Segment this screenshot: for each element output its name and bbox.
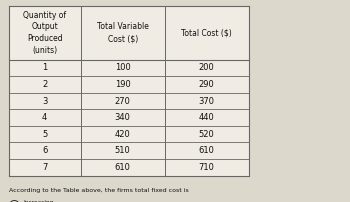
Text: 6: 6 bbox=[42, 146, 47, 155]
Text: 3: 3 bbox=[42, 97, 47, 105]
Text: 7: 7 bbox=[42, 163, 47, 172]
Text: According to the Table above, the firms total fixed cost is: According to the Table above, the firms … bbox=[9, 188, 189, 193]
Text: Total Variable
Cost ($): Total Variable Cost ($) bbox=[97, 22, 148, 43]
Text: 2: 2 bbox=[42, 80, 47, 89]
Text: 200: 200 bbox=[199, 63, 215, 72]
Text: 610: 610 bbox=[115, 163, 131, 172]
Text: 5: 5 bbox=[42, 130, 47, 139]
Text: 710: 710 bbox=[198, 163, 215, 172]
Text: 520: 520 bbox=[199, 130, 215, 139]
Text: 340: 340 bbox=[115, 113, 131, 122]
Text: Total Cost ($): Total Cost ($) bbox=[181, 28, 232, 37]
Text: 4: 4 bbox=[42, 113, 47, 122]
Text: Increasing: Increasing bbox=[23, 200, 54, 202]
Text: 420: 420 bbox=[115, 130, 131, 139]
Text: 270: 270 bbox=[115, 97, 131, 105]
Text: 1: 1 bbox=[42, 63, 47, 72]
Text: 610: 610 bbox=[198, 146, 215, 155]
Text: 510: 510 bbox=[115, 146, 131, 155]
Text: 440: 440 bbox=[199, 113, 215, 122]
Text: 100: 100 bbox=[115, 63, 131, 72]
Text: 290: 290 bbox=[199, 80, 215, 89]
Text: Quantity of
Output
Produced
(units): Quantity of Output Produced (units) bbox=[23, 11, 66, 55]
Bar bbox=[9, 6, 248, 176]
Text: 370: 370 bbox=[198, 97, 215, 105]
Text: 190: 190 bbox=[115, 80, 131, 89]
